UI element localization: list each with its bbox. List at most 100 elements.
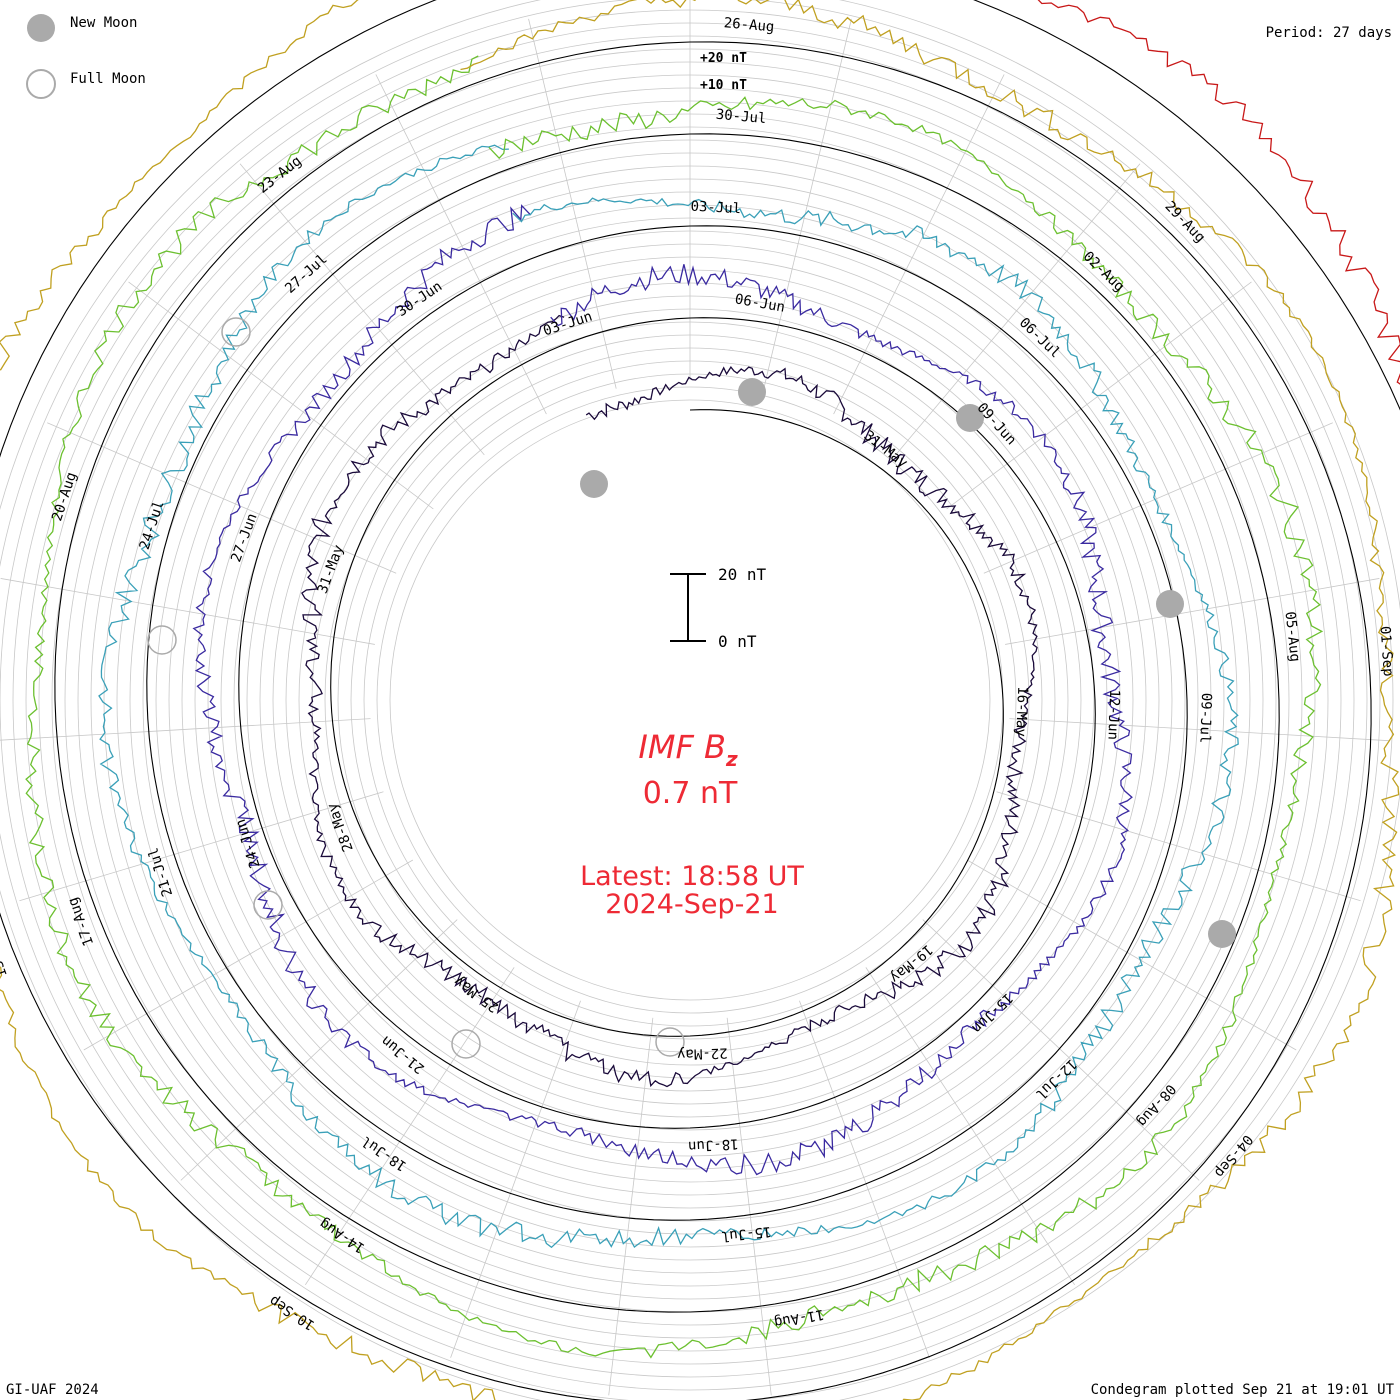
grid-spoke	[996, 791, 1361, 902]
date-label: 04-Sep	[1211, 1131, 1256, 1180]
center-value: 0.7 nT	[643, 776, 738, 811]
new-moon-icon	[580, 470, 608, 498]
grid-spoke	[983, 422, 1333, 574]
grid-spoke	[375, 74, 547, 415]
full-moon-icon	[253, 890, 283, 920]
grid-spoke	[128, 281, 434, 510]
new-moon-icon	[738, 378, 766, 406]
series-trace-6	[1037, 0, 1400, 385]
grid-spoke	[799, 1000, 930, 1358]
new-moon-icon	[956, 404, 984, 432]
date-label: 22-May	[677, 1044, 728, 1062]
date-label: 17-Aug	[65, 895, 97, 948]
date-label: 21-Jun	[378, 1032, 427, 1076]
grid-spoke	[1009, 718, 1389, 742]
date-label: 15-Jun	[968, 989, 1015, 1036]
new-moon-legend-icon	[27, 14, 55, 42]
grid-spoke	[83, 859, 414, 1051]
date-label: 02-Aug	[1080, 249, 1127, 296]
new-moon-icon	[1208, 920, 1236, 948]
full-moon-icon	[451, 1029, 481, 1059]
grid-spoke	[608, 1017, 654, 1396]
grid-spoke	[0, 718, 371, 741]
grid-spoke	[0, 578, 375, 645]
grid-spoke	[180, 919, 458, 1181]
date-label: 10-Sep	[267, 1292, 318, 1333]
date-label: 11-Aug	[773, 1306, 826, 1331]
date-label: 12-Jun	[1104, 689, 1122, 740]
scale-bar-top-label: 20 nT	[718, 565, 767, 584]
date-label: 28-May	[324, 801, 356, 854]
full-moon-legend-icon	[26, 69, 56, 99]
grid-spoke	[833, 74, 1005, 415]
series-trace-2	[192, 204, 1133, 1176]
date-label: 30-Jun	[394, 279, 445, 321]
date-label: 24-Jul	[137, 499, 168, 552]
date-label: 26-Aug	[723, 15, 775, 35]
grid-spoke	[763, 18, 852, 389]
date-label: 24-Jun	[233, 817, 264, 870]
grid-spoke	[922, 919, 1200, 1181]
date-label: 05-Aug	[1282, 611, 1303, 663]
grid-circle	[337, 347, 1043, 1053]
credit-left: GI-UAF 2024	[6, 1382, 99, 1398]
center-title: IMF Bz	[638, 728, 738, 771]
grid-circle	[389, 399, 991, 1001]
grid-spoke	[966, 859, 1297, 1051]
date-label: 03-Jul	[690, 199, 741, 218]
grid-spoke	[47, 422, 397, 574]
grid-circle	[259, 269, 1121, 1131]
date-label: 30-Jul	[715, 107, 767, 127]
date-label: 08-Aug	[1133, 1081, 1178, 1130]
date-label: 09-Jul	[1196, 692, 1214, 743]
grid-spoke	[726, 1017, 772, 1396]
date-label: 25-May	[451, 972, 501, 1015]
date-label: 20-Aug	[49, 470, 80, 523]
scale-lower-label: +10 nT	[700, 78, 747, 93]
date-label: 27-Jun	[228, 511, 260, 564]
series-trace-1	[301, 314, 1038, 1088]
date-label: 15-Jul	[720, 1223, 772, 1244]
scale-bar	[670, 573, 706, 642]
date-label: 07-Sep	[789, 1396, 842, 1400]
credit-right: Condegram plotted Sep 21 at 19:01 UT	[1091, 1382, 1395, 1398]
date-label: 19-May	[886, 941, 935, 986]
date-label: 31-May	[861, 428, 911, 472]
grid-spoke	[19, 791, 384, 902]
scale-bar-bottom-label: 0 nT	[718, 632, 757, 651]
full-moon-icon	[147, 625, 177, 655]
date-label: 18-Jul	[359, 1132, 410, 1174]
grid-spoke	[305, 967, 515, 1286]
new-moon-icon	[1156, 590, 1184, 618]
grid-spoke	[239, 163, 485, 456]
date-label: 03-Jun	[541, 309, 594, 340]
series-trace-3	[98, 144, 1239, 1249]
date-label: 13-Sep	[0, 927, 11, 980]
full-moon-icon	[221, 317, 251, 347]
grid-spoke	[865, 967, 1075, 1286]
date-label: 16-May	[1012, 686, 1030, 737]
grid-circle	[350, 360, 1030, 1040]
scale-upper-label: +20 nT	[700, 51, 747, 66]
latest-time: Latest: 18:58 UT	[580, 861, 804, 892]
date-label: 29-Aug	[1161, 198, 1208, 245]
series-trace-4	[25, 55, 1324, 1359]
latest-date: 2024-Sep-21	[605, 889, 778, 920]
grid-circle	[324, 334, 1056, 1066]
date-label: 01-Sep	[1377, 626, 1396, 678]
grid-circle	[233, 243, 1147, 1157]
full-moon-icon	[655, 1027, 685, 1057]
date-label: 12-Jul	[1032, 1056, 1079, 1103]
grid-spoke	[1005, 578, 1380, 645]
grid-spoke	[450, 1000, 581, 1358]
date-label: 06-Jul	[1016, 315, 1063, 362]
moon-markers	[147, 317, 1236, 1059]
new-moon-legend-label: New Moon	[70, 15, 137, 31]
full-moon-legend-label: Full Moon	[70, 71, 146, 87]
date-label: 14-Aug	[317, 1215, 368, 1256]
